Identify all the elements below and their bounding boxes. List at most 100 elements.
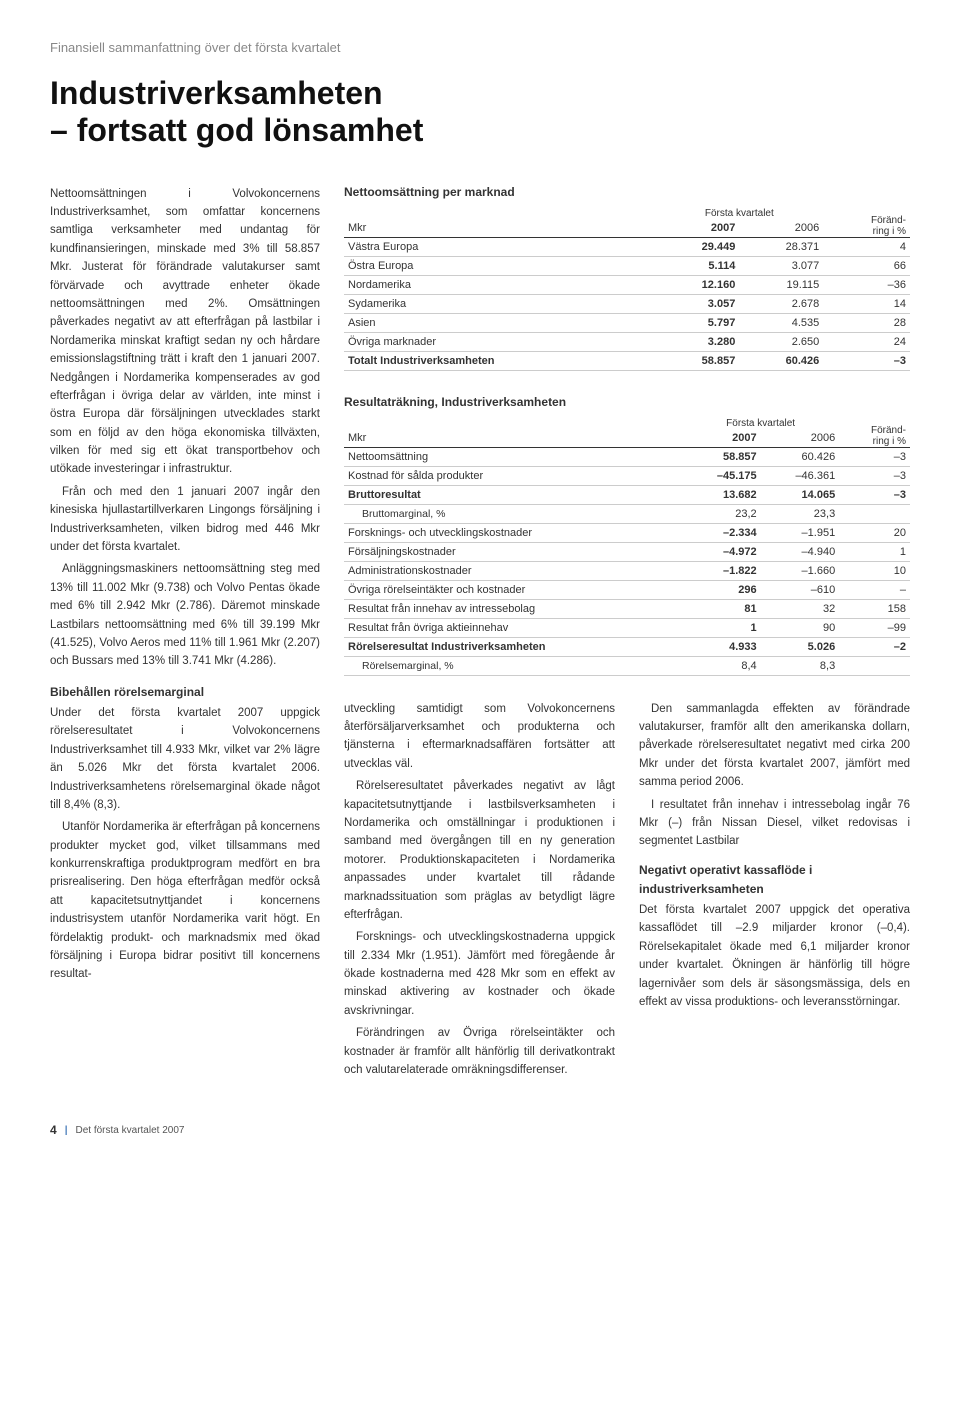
- table-cell: 2.650: [739, 332, 823, 351]
- two-column-text: utveckling samtidigt som Volvokoncernens…: [344, 700, 910, 1084]
- body-paragraph: Nettoomsättningen i Volvokoncernens Indu…: [50, 185, 320, 479]
- table-header-row: Mkr 2007 2006: [344, 429, 910, 448]
- body-paragraph: I resultatet från innehav i intressebola…: [639, 796, 910, 851]
- table-cell: 81: [682, 599, 761, 618]
- table-cell: –3: [839, 466, 910, 485]
- table-cell: Forsknings- och utvecklingskostnader: [344, 523, 682, 542]
- table-row: Forsknings- och utvecklingskostnader–2.3…: [344, 523, 910, 542]
- table-total-row: Totalt Industriverksamheten 58.857 60.42…: [344, 351, 910, 370]
- table-cell: Resultat från innehav av intressebolag: [344, 599, 682, 618]
- table-col-mkr: Mkr: [344, 429, 682, 448]
- table-super-header: Första kvartalet Föränd- ring i %: [344, 205, 910, 219]
- table-row: Övriga marknader3.2802.65024: [344, 332, 910, 351]
- subheading: Negativt operativt kassaflöde i industri…: [639, 861, 910, 899]
- market-table-block: Nettoomsättning per marknad Första kvart…: [344, 185, 910, 371]
- table-cell: 3.077: [739, 256, 823, 275]
- table-cell: –45.175: [682, 466, 761, 485]
- table-cell: 5.797: [655, 313, 739, 332]
- page-footer: 4 | Det första kvartalet 2007: [50, 1123, 910, 1137]
- result-table: Första kvartalet Föränd- ring i % Mkr 20…: [344, 415, 910, 676]
- table-row: Nettoomsättning58.85760.426–3: [344, 447, 910, 466]
- table-row: Sydamerika3.0572.67814: [344, 294, 910, 313]
- table-cell: Östra Europa: [344, 256, 655, 275]
- table-col-2007: 2007: [655, 219, 739, 238]
- table-cell: 158: [839, 599, 910, 618]
- table-cell: 4.535: [739, 313, 823, 332]
- table-cell: –1.660: [761, 561, 840, 580]
- table-cell: –1.822: [682, 561, 761, 580]
- table-cell: –2: [839, 637, 910, 656]
- table-cell: 66: [823, 256, 910, 275]
- table-cell: Sydamerika: [344, 294, 655, 313]
- table-cell: 13.682: [682, 485, 761, 504]
- table-row: Nordamerika12.16019.115–36: [344, 275, 910, 294]
- table-row: Västra Europa29.44928.3714: [344, 237, 910, 256]
- body-paragraph: Rörelseresultatet påverkades negativt av…: [344, 777, 615, 924]
- table-cell: Nordamerika: [344, 275, 655, 294]
- body-paragraph: utveckling samtidigt som Volvokoncernens…: [344, 700, 615, 774]
- subheading: Bibehållen rörelsemarginal: [50, 683, 320, 702]
- table-cell: Nettoomsättning: [344, 447, 682, 466]
- table-row: Kostnad för sålda produkter–45.175–46.36…: [344, 466, 910, 485]
- table-row: Försäljningskostnader–4.972–4.9401: [344, 542, 910, 561]
- body-paragraph: Under det första kvartalet 2007 uppgick …: [50, 704, 320, 814]
- table-cell: Resultat från övriga aktieinnehav: [344, 618, 682, 637]
- table-cell: Kostnad för sålda produkter: [344, 466, 682, 485]
- table-cell: Asien: [344, 313, 655, 332]
- body-paragraph: Den sammanlagda effekten av förändrade v…: [639, 700, 910, 792]
- table-cell: 10: [839, 561, 910, 580]
- table-cell: –3: [839, 447, 910, 466]
- table-cell: 24: [823, 332, 910, 351]
- table-row: Övriga rörelseintäkter och kostnader296–…: [344, 580, 910, 599]
- body-paragraph: Utanför Nordamerika är efterfrågan på ko…: [50, 818, 320, 984]
- table-cell: –3: [839, 485, 910, 504]
- market-table: Första kvartalet Föränd- ring i % Mkr 20…: [344, 205, 910, 371]
- table-cell: –4.972: [682, 542, 761, 561]
- table-col-change: Föränd- ring i %: [839, 415, 910, 448]
- table-cell: –99: [839, 618, 910, 637]
- table-cell: 14: [823, 294, 910, 313]
- table-cell: 12.160: [655, 275, 739, 294]
- table-brutto-row: Bruttoresultat 13.682 14.065 –3: [344, 485, 910, 504]
- table-cell: Rörelsemarginal, %: [344, 656, 682, 675]
- section-label: Finansiell sammanfattning över det först…: [50, 40, 910, 55]
- table-cell: 1: [682, 618, 761, 637]
- table-col-2006: 2006: [761, 429, 840, 448]
- table-col-2006: 2006: [739, 219, 823, 238]
- table-cell: Bruttomarginal, %: [344, 504, 682, 523]
- table-cell: Rörelseresultat Industriverksamheten: [344, 637, 682, 656]
- table-cell: Administrationskostnader: [344, 561, 682, 580]
- table-cell: 8,4: [682, 656, 761, 675]
- table-cell: 90: [761, 618, 840, 637]
- table-cell: 296: [682, 580, 761, 599]
- table-margin-row: Bruttomarginal, % 23,2 23,3: [344, 504, 910, 523]
- table-row: Resultat från övriga aktieinnehav190–99: [344, 618, 910, 637]
- body-paragraph: Förändringen av Övriga rörelseintäkter o…: [344, 1024, 615, 1079]
- table-row: Resultat från innehav av intressebolag81…: [344, 599, 910, 618]
- table-col-2007: 2007: [682, 429, 761, 448]
- table-cell: –36: [823, 275, 910, 294]
- table-col-mkr: Mkr: [344, 219, 655, 238]
- table-row: Asien5.7974.53528: [344, 313, 910, 332]
- table-cell: 28.371: [739, 237, 823, 256]
- table-cell: 29.449: [655, 237, 739, 256]
- table-rorelse-row: Rörelseresultat Industriverksamheten 4.9…: [344, 637, 910, 656]
- footer-separator-icon: |: [65, 1125, 68, 1136]
- table-cell: 1: [839, 542, 910, 561]
- body-paragraph: Från och med den 1 januari 2007 ingår de…: [50, 483, 320, 557]
- table-cell: 5.114: [655, 256, 739, 275]
- body-paragraph: Forsknings- och utvecklingskostnaderna u…: [344, 928, 615, 1020]
- table-cell: 3.280: [655, 332, 739, 351]
- table-cell: –: [839, 580, 910, 599]
- table-super-header: Första kvartalet Föränd- ring i %: [344, 415, 910, 429]
- table-cell: 60.426: [739, 351, 823, 370]
- table-cell: Bruttoresultat: [344, 485, 682, 504]
- table-cell: –2.334: [682, 523, 761, 542]
- table-cell: 32: [761, 599, 840, 618]
- table-cell: 23,2: [682, 504, 761, 523]
- table-row: Administrationskostnader–1.822–1.66010: [344, 561, 910, 580]
- right-column: Nettoomsättning per marknad Första kvart…: [344, 185, 910, 1084]
- table-cell: 60.426: [761, 447, 840, 466]
- table-row: Östra Europa5.1143.07766: [344, 256, 910, 275]
- text-col-1: utveckling samtidigt som Volvokoncernens…: [344, 700, 615, 1084]
